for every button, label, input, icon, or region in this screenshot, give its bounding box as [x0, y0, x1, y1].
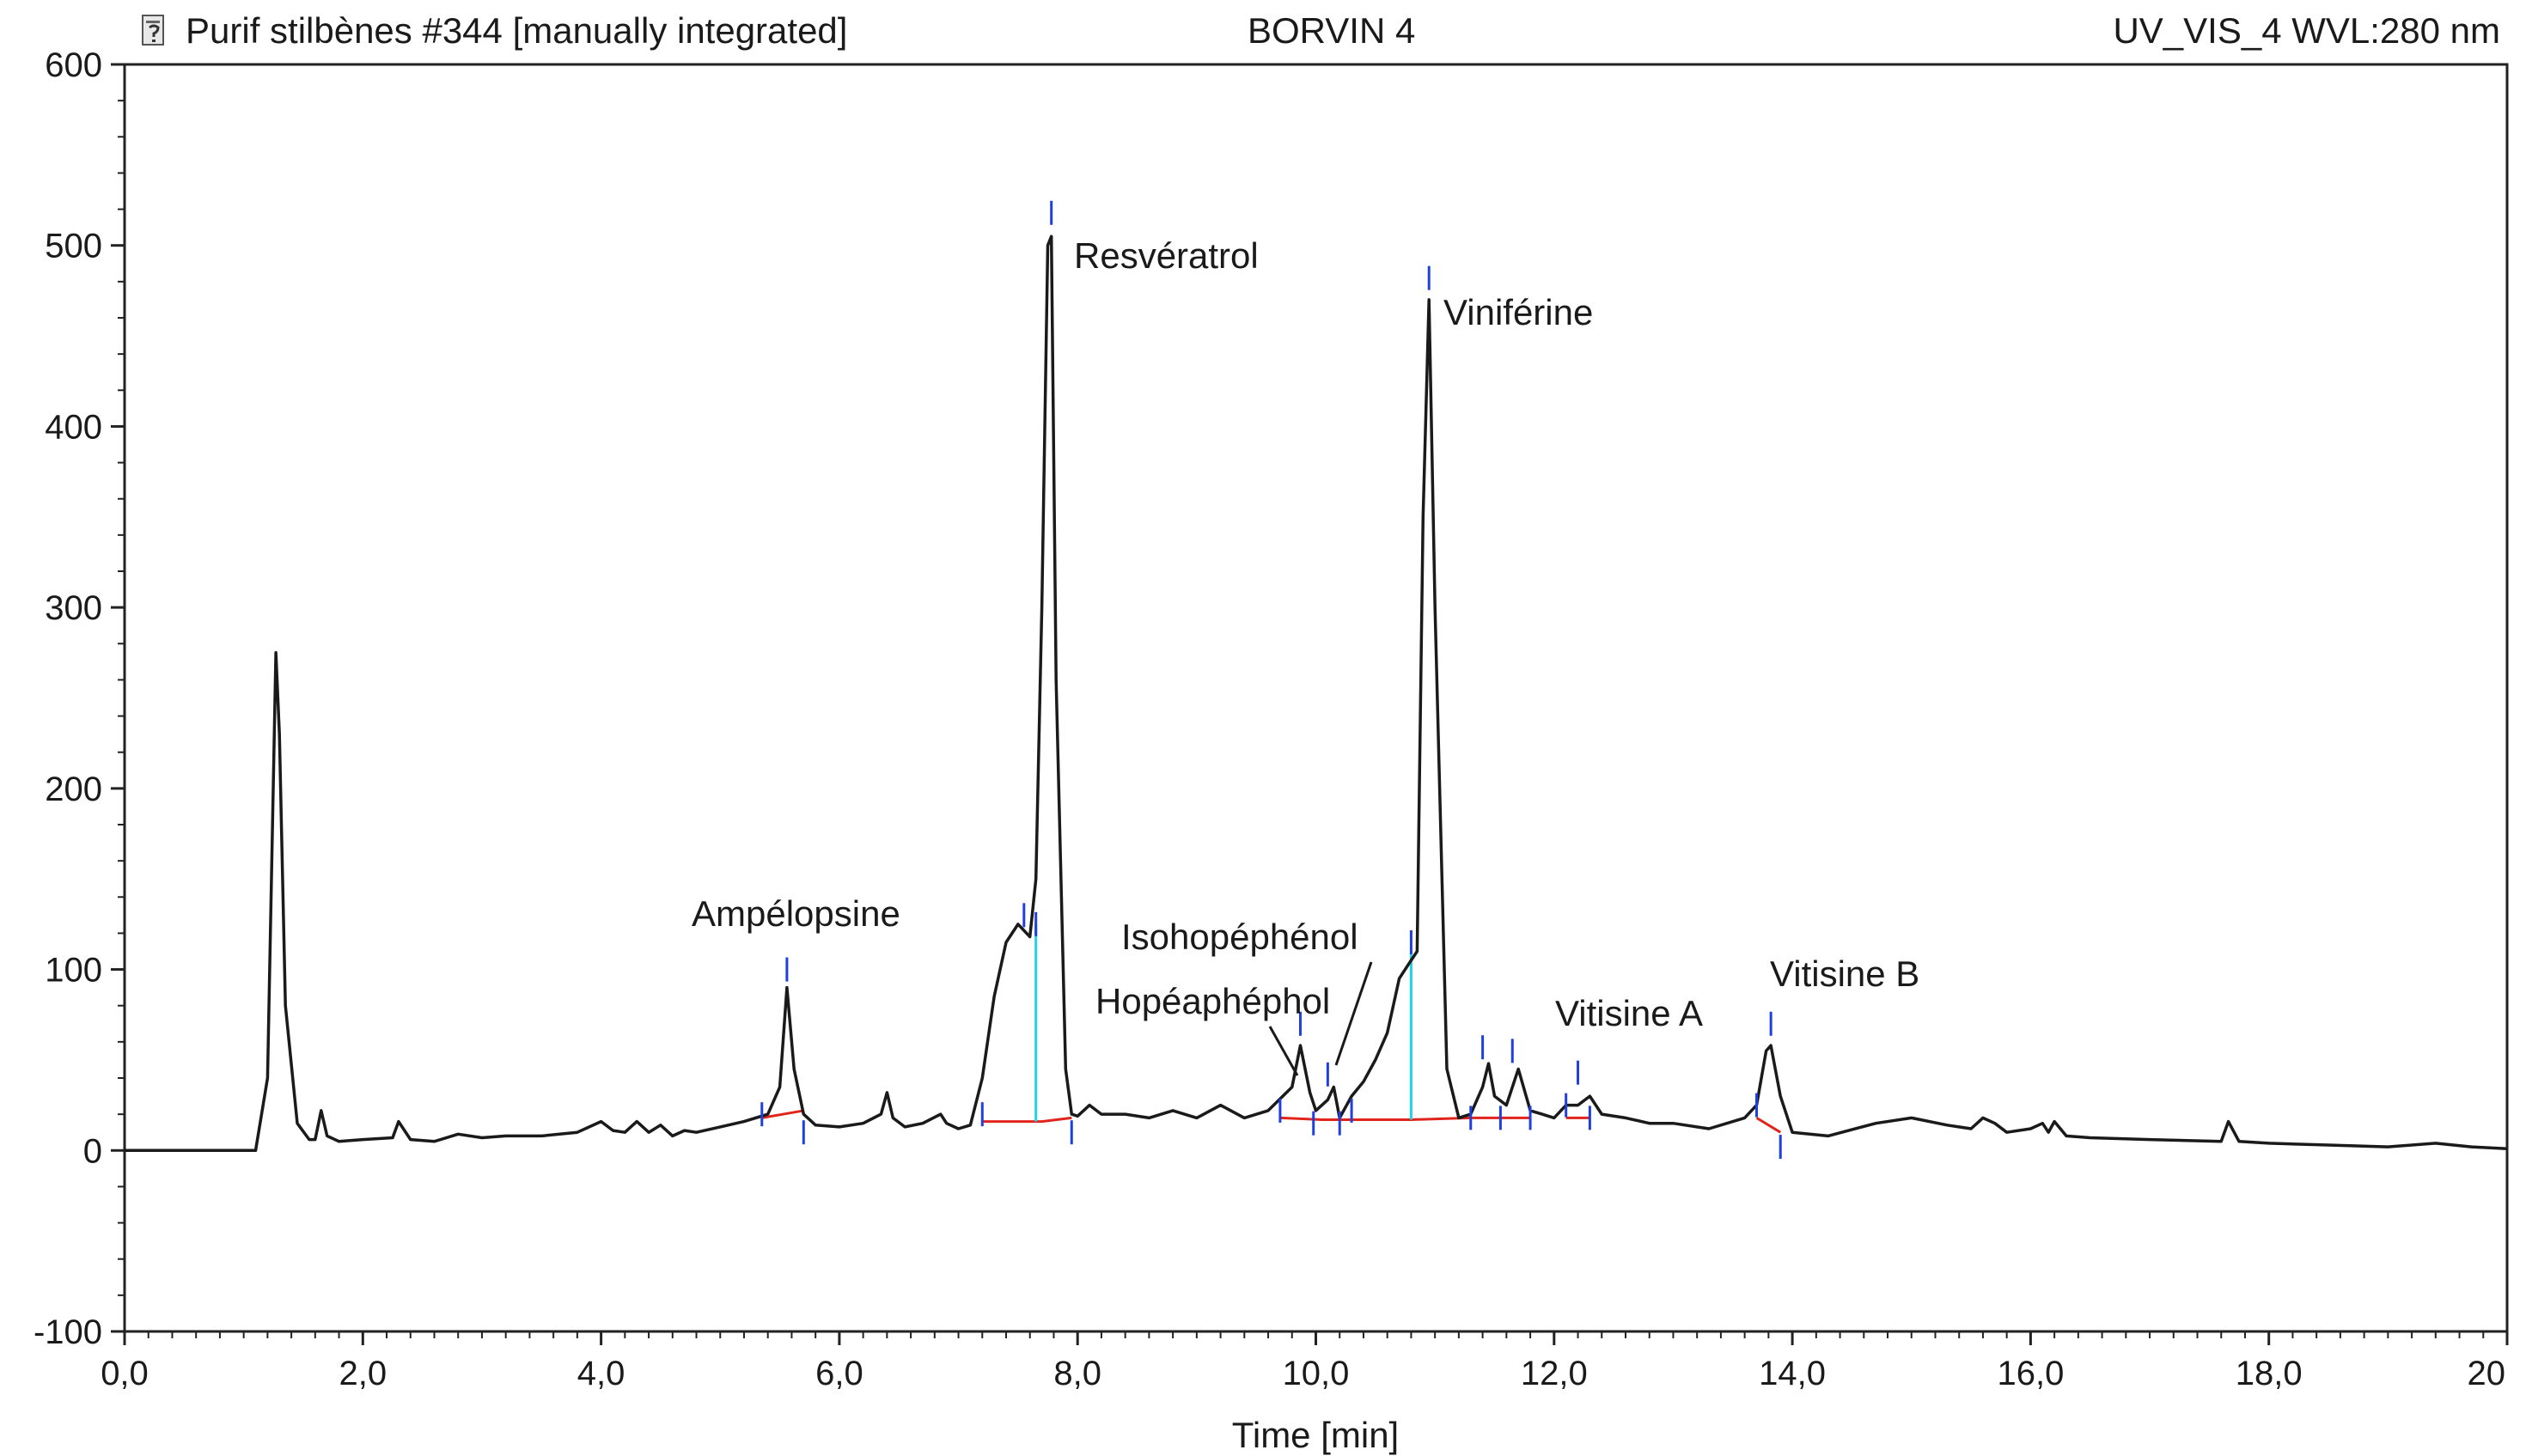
hopeaphephol-leader-line [1268, 1026, 1299, 1076]
integration-baseline [1755, 1117, 1782, 1134]
integration-baseline [761, 1109, 804, 1119]
y-tick-label: 500 [45, 228, 102, 265]
peak-label: Viniférine [1443, 292, 1593, 332]
sample-name: BORVIN 4 [1248, 10, 1416, 51]
peak-boundary-marks [760, 200, 1782, 1160]
peak-label: Hopéaphéphol [1095, 981, 1330, 1021]
isohopephenol-leader-line [1334, 961, 1373, 1066]
y-tick-label: 200 [45, 771, 102, 808]
y-tick-label: 600 [45, 46, 102, 84]
x-tick-label: 16,0 [1997, 1355, 2064, 1392]
x-axis-title: Time [min] [1232, 1415, 1399, 1455]
peak-label: Ampélopsine [692, 893, 900, 934]
x-tick-label: 14,0 [1759, 1355, 1826, 1392]
y-tick-label: 0 [83, 1132, 102, 1170]
x-tick-label: 8,0 [1053, 1355, 1101, 1392]
document-icon [142, 15, 164, 46]
peak-label: Isohopéphénol [1121, 917, 1358, 957]
x-tick-label: 6,0 [815, 1355, 863, 1392]
x-tick-label: 12,0 [1521, 1355, 1588, 1392]
y-tick-label: 300 [45, 589, 102, 627]
x-tick-label: 18,0 [2236, 1355, 2303, 1392]
peak-label: Resvératrol [1074, 235, 1259, 276]
plot-area [123, 63, 2509, 1333]
integration-baseline [982, 1116, 1072, 1124]
x-tick-label: 20 [2468, 1355, 2506, 1392]
y-tick-label: 100 [45, 952, 102, 990]
y-tick-label: 400 [45, 408, 102, 446]
y-tick-label: -100 [34, 1313, 102, 1351]
x-tick-label: 4,0 [577, 1355, 625, 1392]
chromatogram-title: Purif stilbènes #344 [manually integrate… [186, 10, 848, 51]
channel-label: UV_VIS_4 WVL:280 nm [2113, 10, 2500, 51]
y-axis: -100 0 100 200 300 400 500 600 [34, 46, 125, 1351]
x-axis: 0,0 2,0 4,0 6,0 8,0 10,0 12,0 14,0 16,0 18,0 20 [101, 1331, 2509, 1392]
chromatogram-trace-group [125, 235, 2508, 1153]
x-tick-label: 0,0 [101, 1355, 149, 1392]
peak-labels: Ampélopsine Resvératrol Isohopéphénol Hopéa… [692, 235, 1919, 1076]
peak-dividers [1034, 923, 1412, 1122]
peak-label: Vitisine A [1555, 993, 1703, 1033]
chromatogram-trace [125, 235, 2508, 1153]
chromatogram-header: Purif stilbènes #344 [manually integrate… [0, 0, 2526, 60]
x-tick-label: 10,0 [1283, 1355, 1350, 1392]
peak-label: Vitisine B [1770, 953, 1919, 994]
x-tick-label: 2,0 [339, 1355, 387, 1392]
